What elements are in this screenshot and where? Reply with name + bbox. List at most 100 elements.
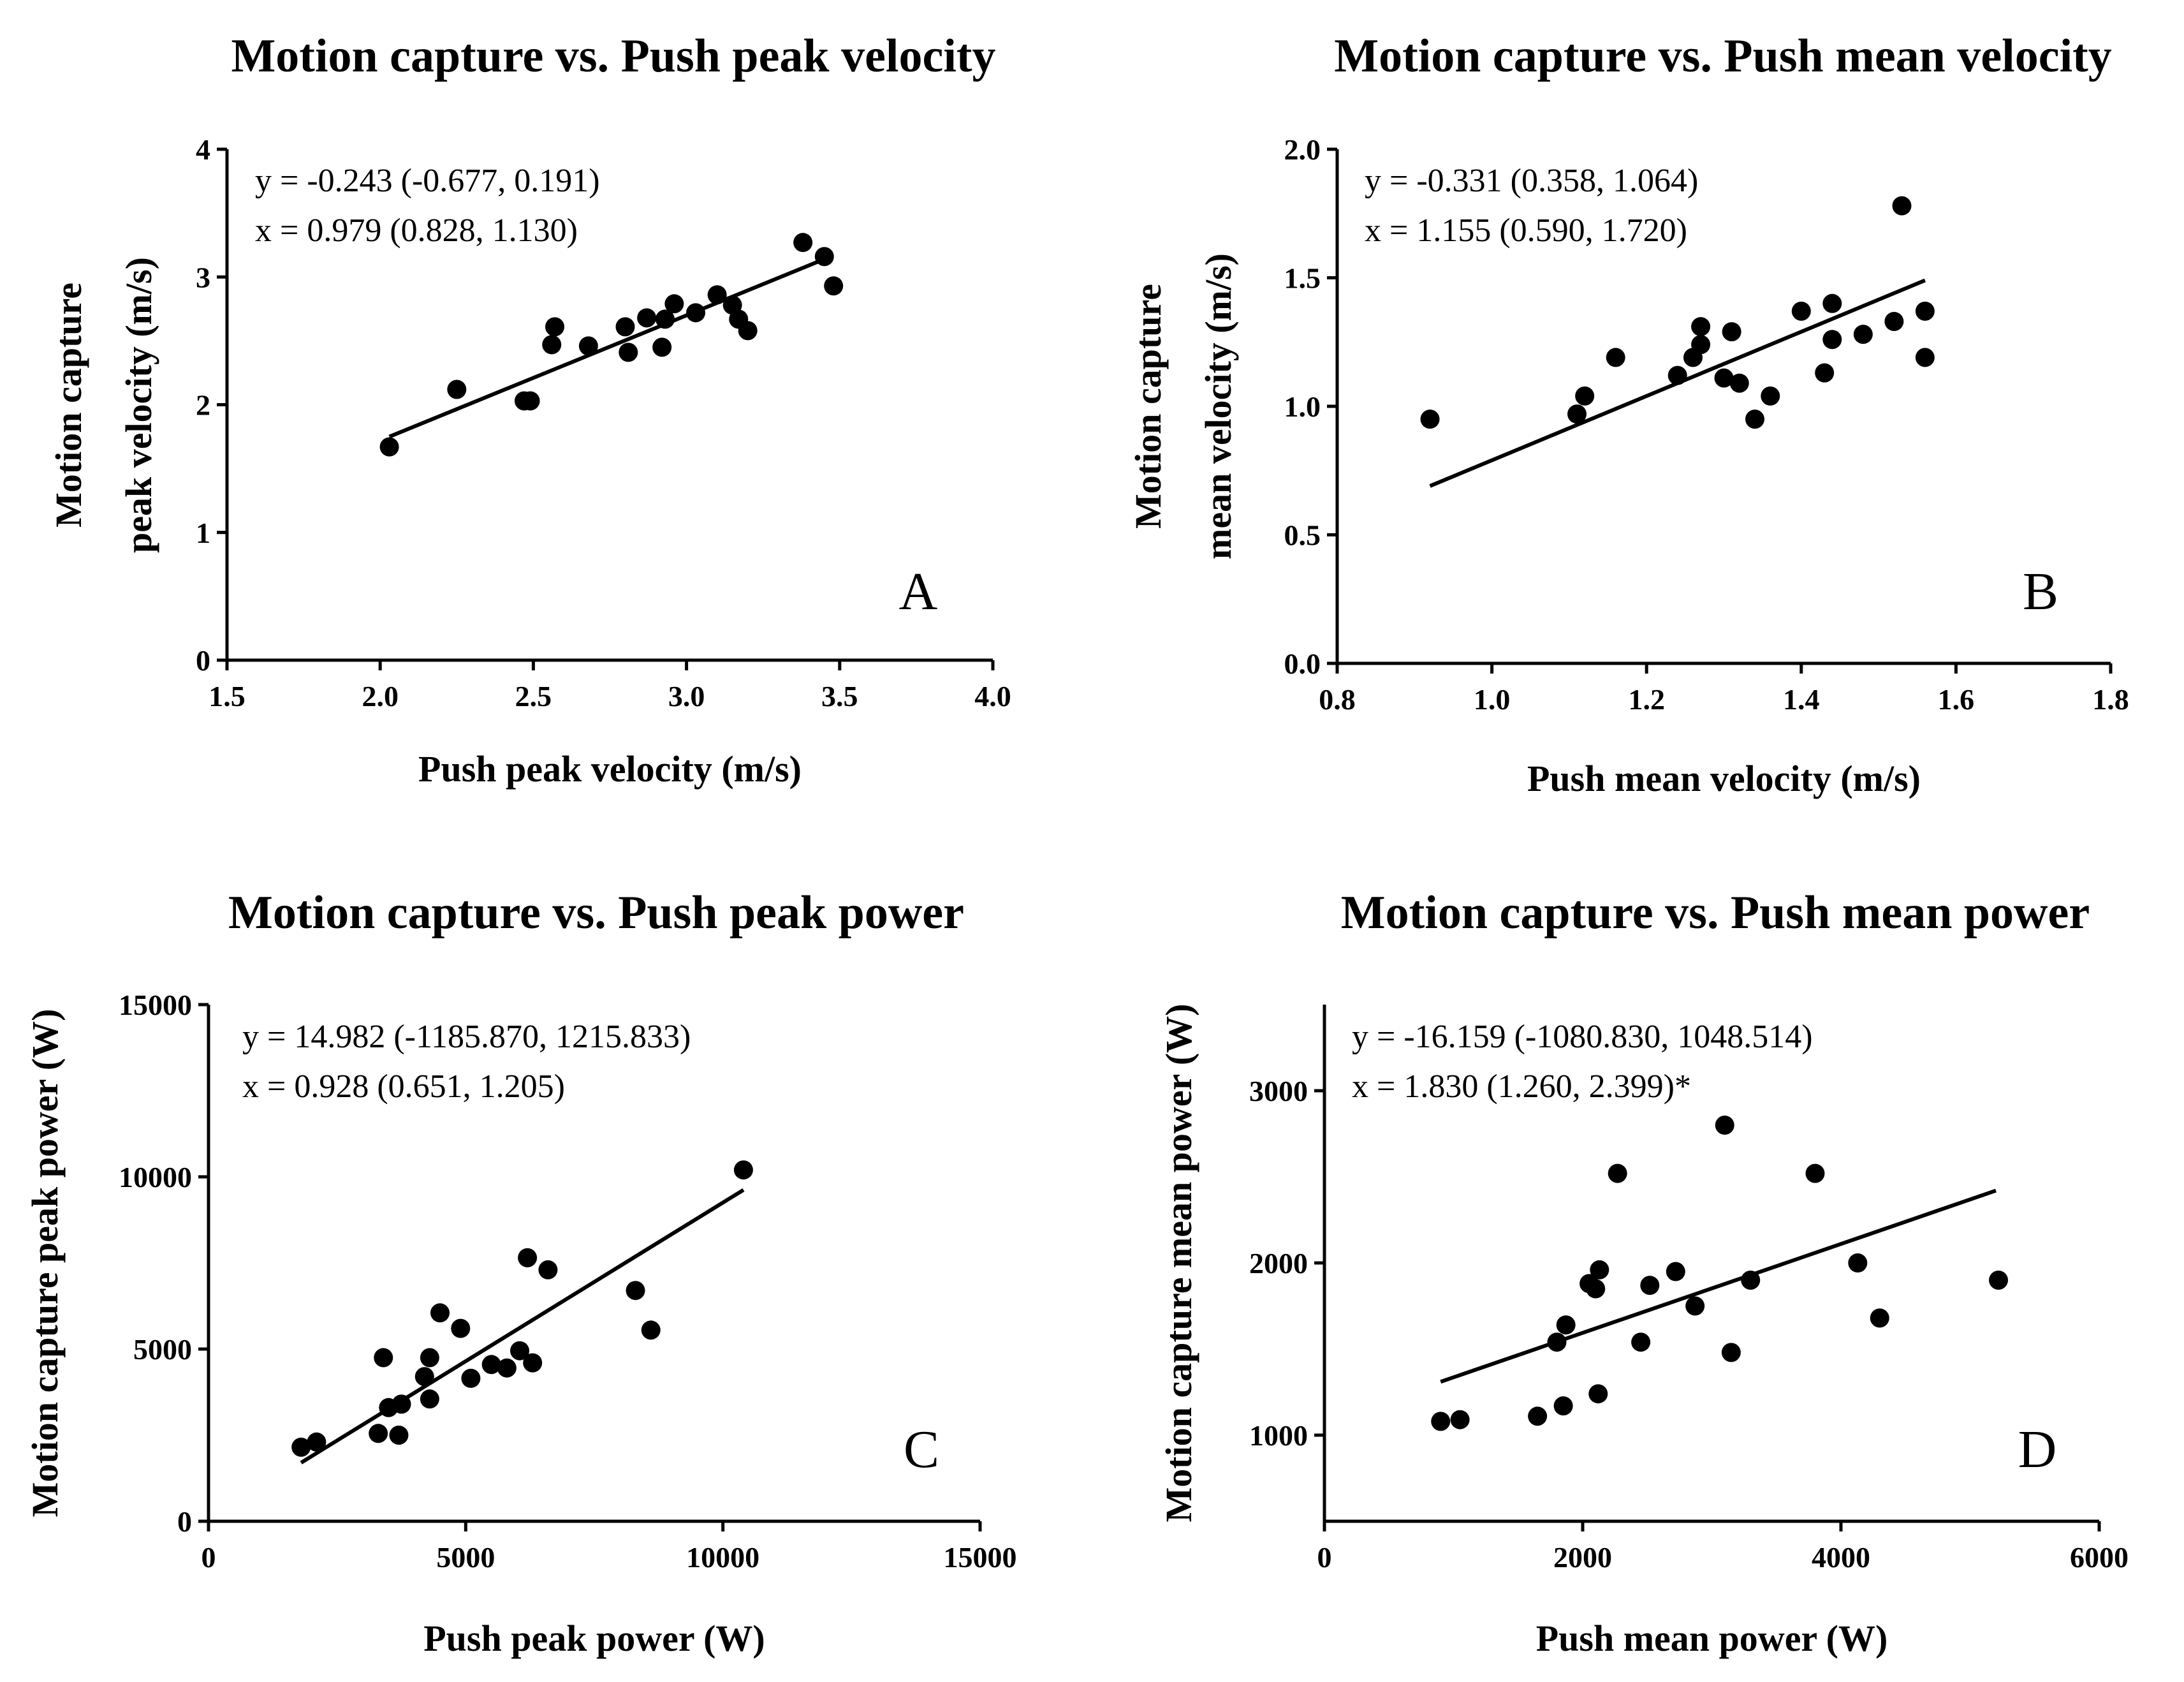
x-tick-label: 2.0	[362, 680, 399, 712]
regression-annotation: x = 0.928 (0.651, 1.205)	[242, 1068, 565, 1105]
data-point	[374, 1348, 393, 1368]
data-point	[1815, 363, 1835, 383]
y-tick-label: 0.5	[1284, 519, 1321, 552]
data-point	[1528, 1406, 1548, 1426]
data-point	[814, 247, 834, 267]
data-point	[1691, 317, 1711, 337]
data-point	[542, 335, 562, 355]
data-point	[1608, 1163, 1627, 1183]
data-point	[1915, 348, 1935, 367]
y-tick-label: 0	[177, 1505, 192, 1538]
data-point	[1640, 1276, 1660, 1295]
data-point	[686, 303, 706, 323]
data-point	[664, 294, 684, 314]
x-tick-label: 3.0	[668, 680, 705, 712]
data-point	[461, 1368, 481, 1388]
data-point	[523, 1353, 543, 1373]
data-point	[307, 1432, 326, 1452]
x-tick-label: 1.2	[1628, 683, 1665, 716]
y-tick-label: 0	[196, 644, 210, 677]
x-tick-label: 3.5	[821, 680, 858, 712]
data-point	[1870, 1308, 1889, 1328]
data-point	[655, 309, 675, 329]
data-point	[1556, 1315, 1576, 1335]
data-point	[619, 343, 638, 362]
data-point	[1547, 1332, 1567, 1352]
data-point	[1588, 1384, 1608, 1404]
x-tick-label: 2.5	[515, 680, 552, 712]
y-tick-label: 5000	[133, 1333, 192, 1366]
x-tick-label: 1.4	[1783, 683, 1820, 716]
y-tick-label: 10000	[119, 1161, 192, 1193]
x-axis-label: Push peak velocity (m/s)	[418, 748, 802, 790]
regression-annotation: y = -16.159 (-1080.830, 1048.514)	[1352, 1019, 1813, 1055]
data-point	[1420, 409, 1440, 429]
x-tick-label: 1.6	[1938, 683, 1975, 716]
chart-title: Motion capture vs. Push peak velocity	[231, 30, 995, 82]
y-tick-label: 1000	[1249, 1419, 1308, 1452]
chart-panel-b: Motion capture vs. Push mean velocity 0.8…	[1127, 30, 2129, 799]
panel-letter: D	[2018, 1420, 2057, 1479]
data-point	[1822, 293, 1842, 313]
data-point	[518, 1248, 538, 1267]
panel-letter: C	[904, 1420, 939, 1479]
data-point	[1685, 1296, 1705, 1316]
data-point	[793, 233, 813, 253]
data-point	[291, 1437, 311, 1457]
fit-line	[388, 257, 825, 439]
x-tick-label: 1.8	[2092, 683, 2129, 716]
y-axis-label: Motion capture	[1127, 284, 1169, 529]
data-point	[451, 1318, 471, 1338]
x-axis-label: Push mean power (W)	[1536, 1618, 1888, 1659]
y-axis-label: peak velocity (m/s)	[118, 257, 159, 553]
data-point	[414, 1367, 434, 1387]
data-point	[615, 317, 635, 337]
y-tick-label: 2000	[1249, 1247, 1308, 1280]
data-point	[420, 1389, 439, 1409]
y-tick-label: 1.5	[1284, 262, 1321, 295]
regression-annotation: y = -0.243 (-0.677, 0.191)	[255, 163, 600, 199]
data-point	[652, 337, 672, 357]
data-point	[1606, 348, 1625, 367]
chart-panel-d: Motion capture vs. Push mean power 0 2000 4…	[1158, 887, 2129, 1659]
x-tick-label: 15000	[944, 1541, 1017, 1574]
x-tick-label: 0.8	[1319, 683, 1356, 716]
y-tick-label: 0.0	[1284, 647, 1321, 680]
x-tick-label: 2000	[1553, 1541, 1612, 1574]
data-point	[707, 285, 727, 305]
x-axis-label: Push mean velocity (m/s)	[1527, 758, 1921, 799]
data-point	[1805, 1163, 1825, 1183]
regression-annotation: x = 1.155 (0.590, 1.720)	[1365, 212, 1687, 249]
data-point	[1691, 335, 1711, 355]
data-point	[1791, 301, 1811, 321]
data-point	[1853, 325, 1873, 344]
data-point	[1741, 1271, 1761, 1290]
chart-title: Motion capture vs. Push mean velocity	[1334, 30, 2112, 82]
data-point	[1848, 1253, 1868, 1273]
data-point	[1575, 386, 1595, 406]
data-point	[1667, 365, 1687, 385]
data-point	[1884, 312, 1904, 332]
chart-panel-c: Motion capture vs. Push peak power 0 5000 1…	[24, 887, 1017, 1659]
data-point	[738, 321, 758, 341]
data-point	[392, 1394, 411, 1414]
data-point	[1989, 1271, 2009, 1290]
x-tick-label: 1.0	[1474, 683, 1511, 716]
y-tick-label: 1	[196, 517, 210, 549]
x-tick-label: 0	[1317, 1541, 1332, 1574]
regression-annotation: x = 0.979 (0.828, 1.130)	[255, 212, 578, 249]
data-point	[1761, 386, 1780, 406]
data-point	[1721, 1343, 1741, 1362]
x-axis-label: Push peak power (W)	[423, 1618, 765, 1659]
panel-letter: B	[2023, 562, 2058, 621]
regression-annotation: y = 14.982 (-1185.870, 1215.833)	[242, 1019, 691, 1055]
data-point	[1745, 409, 1765, 429]
data-point	[379, 437, 399, 457]
y-tick-label: 2.0	[1284, 133, 1321, 166]
data-point	[389, 1426, 409, 1445]
regression-annotation: x = 1.830 (1.260, 2.399)*	[1352, 1068, 1691, 1105]
y-axis-label: Motion capture peak power (W)	[24, 1009, 66, 1517]
y-axis-label: Motion capture mean power (W)	[1158, 1004, 1199, 1523]
y-tick-label: 2	[196, 389, 210, 422]
